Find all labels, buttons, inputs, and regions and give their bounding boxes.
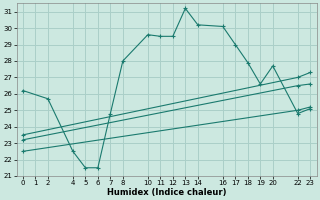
X-axis label: Humidex (Indice chaleur): Humidex (Indice chaleur): [107, 188, 226, 197]
